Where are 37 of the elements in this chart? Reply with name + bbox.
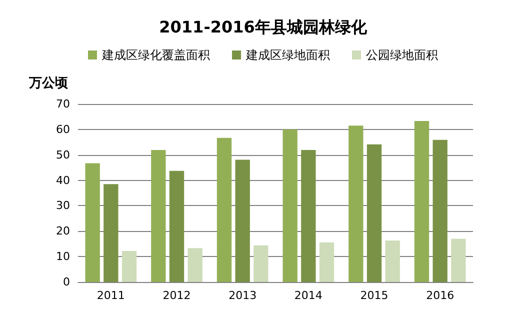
y-tick-label: 20 <box>56 224 70 238</box>
bar <box>254 245 268 282</box>
legend-label: 建成区绿化覆盖面积 <box>101 48 210 62</box>
bar <box>385 240 400 282</box>
x-tick-label: 2016 <box>426 289 454 302</box>
y-tick-label: 40 <box>56 174 70 187</box>
x-tick-label: 2014 <box>294 289 322 302</box>
bar <box>319 242 334 282</box>
bar <box>348 126 364 282</box>
y-tick-label: 30 <box>56 199 70 212</box>
y-tick-label: 10 <box>56 250 70 264</box>
bar <box>122 250 137 282</box>
bar <box>301 150 316 282</box>
bar <box>188 248 202 282</box>
legend-label: 公园绿地面积 <box>366 48 438 62</box>
y-tick-label: 0 <box>63 276 70 288</box>
y-tick-label: 70 <box>56 98 70 110</box>
bar <box>414 121 430 282</box>
x-tick-label: 2015 <box>360 289 388 302</box>
bar <box>104 184 118 282</box>
y-axis-title: 万公顷 <box>28 76 69 91</box>
bar <box>169 170 184 282</box>
legend-label: 建成区绿地面积 <box>245 48 330 62</box>
bar <box>235 160 250 282</box>
chart-title: 2011-2016年县城园林绿化 <box>159 18 368 36</box>
bar <box>432 140 448 282</box>
y-tick-label: 60 <box>56 122 70 136</box>
y-tick-label: 50 <box>56 148 70 162</box>
bar <box>282 129 298 282</box>
x-tick-label: 2013 <box>228 289 257 302</box>
bar <box>151 150 166 282</box>
x-tick-label: 2012 <box>162 289 191 302</box>
bar <box>85 163 100 282</box>
bar <box>451 238 466 282</box>
x-tick-label: 2011 <box>96 289 125 302</box>
bar <box>366 144 382 282</box>
bar <box>216 138 232 282</box>
